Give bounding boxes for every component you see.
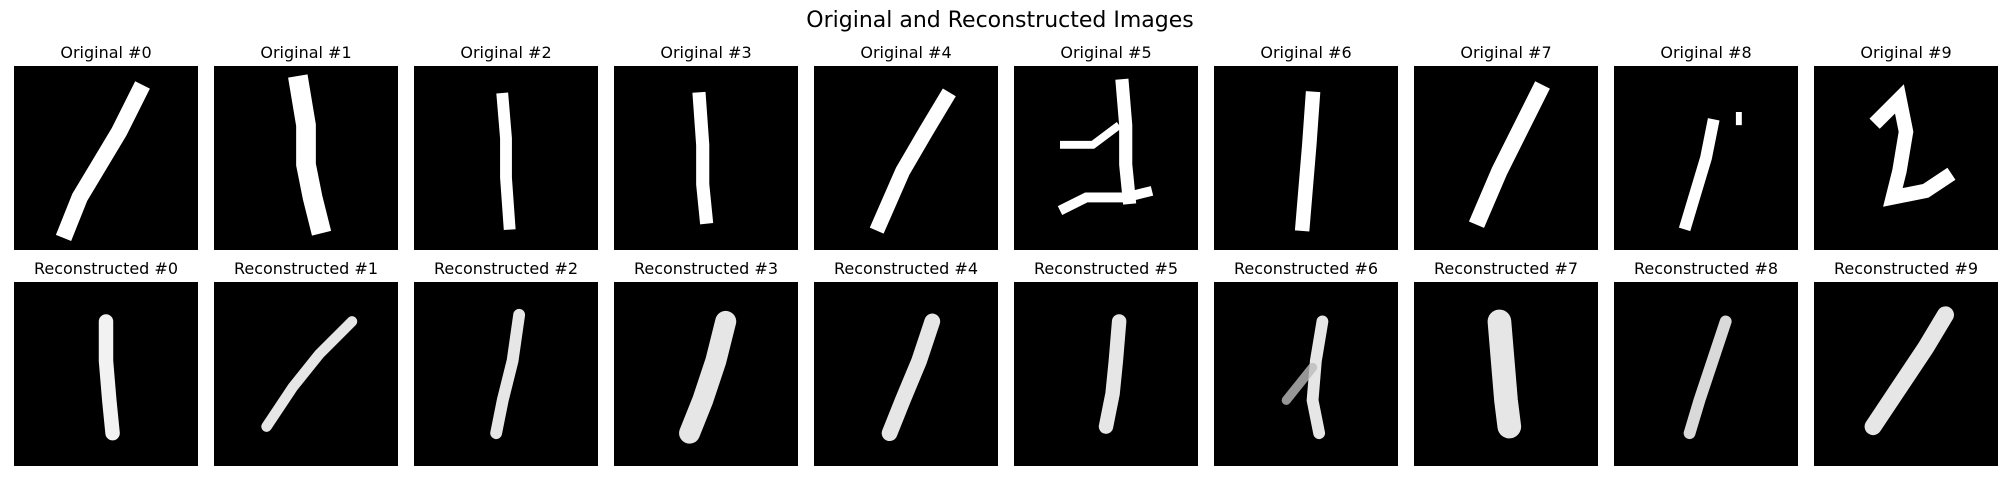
original-panel-6: Original #6 bbox=[1214, 42, 1398, 252]
original-panel-9: Original #9 bbox=[1814, 42, 1998, 252]
reconstructed-digit-2 bbox=[490, 308, 526, 440]
original-image-8 bbox=[1614, 66, 1798, 250]
reconstructed-label-6: Reconstructed #6 bbox=[1233, 259, 1379, 278]
original-label-4: Original #4 bbox=[860, 43, 952, 62]
reconstructed-panel-7: Reconstructed #7 bbox=[1414, 258, 1598, 468]
reconstructed-digit-5 bbox=[1098, 314, 1127, 434]
original-digit-2 bbox=[496, 92, 516, 231]
original-panel-1: Original #1 bbox=[214, 42, 398, 252]
reconstructed-digit-1 bbox=[261, 316, 358, 432]
original-digit-6 bbox=[1294, 91, 1321, 232]
original-image-7 bbox=[1414, 66, 1598, 250]
reconstructed-label-1: Reconstructed #1 bbox=[233, 259, 379, 278]
reconstructed-label-8: Reconstructed #8 bbox=[1633, 259, 1779, 278]
reconstructed-digit-8 bbox=[1683, 315, 1732, 440]
reconstructed-digit-6 bbox=[1281, 315, 1329, 440]
original-image-2 bbox=[414, 66, 598, 250]
reconstructed-image-9 bbox=[1814, 282, 1998, 466]
original-image-1 bbox=[214, 66, 398, 250]
original-image-0 bbox=[14, 66, 198, 250]
reconstructed-panel-1: Reconstructed #1 bbox=[214, 258, 398, 468]
reconstructed-digit-4 bbox=[881, 313, 941, 442]
original-label-6: Original #6 bbox=[1260, 43, 1352, 62]
original-image-4 bbox=[814, 66, 998, 250]
reconstructed-image-8 bbox=[1614, 282, 1798, 466]
original-digit-5 bbox=[1057, 78, 1154, 215]
reconstructed-image-6 bbox=[1214, 282, 1398, 466]
original-label-5: Original #5 bbox=[1060, 43, 1152, 62]
original-digit-9 bbox=[1869, 84, 1956, 207]
reconstructed-digit-9 bbox=[1864, 306, 1954, 436]
original-label-7: Original #7 bbox=[1460, 43, 1552, 62]
reconstructed-panel-0: Reconstructed #0 bbox=[14, 258, 198, 468]
original-label-9: Original #9 bbox=[1860, 43, 1952, 62]
original-panel-2: Original #2 bbox=[414, 42, 598, 252]
reconstructed-panel-6: Reconstructed #6 bbox=[1214, 258, 1398, 468]
reconstructed-digit-0 bbox=[98, 314, 120, 441]
reconstructed-image-1 bbox=[214, 282, 398, 466]
reconstructed-label-4: Reconstructed #4 bbox=[833, 259, 979, 278]
reconstructed-panel-8: Reconstructed #8 bbox=[1614, 258, 1798, 468]
original-image-5 bbox=[1014, 66, 1198, 250]
reconstructed-panel-4: Reconstructed #4 bbox=[814, 258, 998, 468]
original-panel-3: Original #3 bbox=[614, 42, 798, 252]
reconstructed-label-9: Reconstructed #9 bbox=[1833, 259, 1979, 278]
reconstructed-label-0: Reconstructed #0 bbox=[33, 259, 179, 278]
reconstructed-digit-3 bbox=[679, 310, 737, 444]
original-panel-7: Original #7 bbox=[1414, 42, 1598, 252]
reconstructed-label-7: Reconstructed #7 bbox=[1433, 259, 1579, 278]
original-panel-4: Original #4 bbox=[814, 42, 998, 252]
original-panel-0: Original #0 bbox=[14, 42, 198, 252]
original-digit-4 bbox=[869, 88, 956, 234]
original-image-9 bbox=[1814, 66, 1998, 250]
original-digit-3 bbox=[692, 91, 714, 225]
original-digit-8 bbox=[1678, 112, 1742, 232]
reconstructed-image-0 bbox=[14, 282, 198, 466]
original-label-1: Original #1 bbox=[260, 43, 352, 62]
original-label-0: Original #0 bbox=[60, 43, 152, 62]
original-label-3: Original #3 bbox=[660, 43, 752, 62]
reconstructed-digit-7 bbox=[1487, 309, 1522, 439]
original-label-2: Original #2 bbox=[460, 43, 552, 62]
original-panel-8: Original #8 bbox=[1614, 42, 1798, 252]
original-label-8: Original #8 bbox=[1660, 43, 1752, 62]
reconstructed-image-2 bbox=[414, 282, 598, 466]
reconstructed-image-7 bbox=[1414, 282, 1598, 466]
original-digit-7 bbox=[1468, 81, 1550, 228]
original-digit-0 bbox=[55, 81, 150, 241]
original-panel-5: Original #5 bbox=[1014, 42, 1198, 252]
original-digit-1 bbox=[288, 74, 332, 236]
original-image-6 bbox=[1214, 66, 1398, 250]
reconstructed-label-3: Reconstructed #3 bbox=[633, 259, 779, 278]
reconstructed-image-5 bbox=[1014, 282, 1198, 466]
reconstructed-panel-2: Reconstructed #2 bbox=[414, 258, 598, 468]
reconstructed-label-5: Reconstructed #5 bbox=[1033, 259, 1179, 278]
reconstructed-image-3 bbox=[614, 282, 798, 466]
reconstructed-panel-9: Reconstructed #9 bbox=[1814, 258, 1998, 468]
reconstructed-panel-3: Reconstructed #3 bbox=[614, 258, 798, 468]
reconstructed-image-4 bbox=[814, 282, 998, 466]
original-image-3 bbox=[614, 66, 798, 250]
figure-title: Original and Reconstructed Images bbox=[806, 8, 1194, 33]
reconstructed-panel-5: Reconstructed #5 bbox=[1014, 258, 1198, 468]
reconstructed-label-2: Reconstructed #2 bbox=[433, 259, 579, 278]
